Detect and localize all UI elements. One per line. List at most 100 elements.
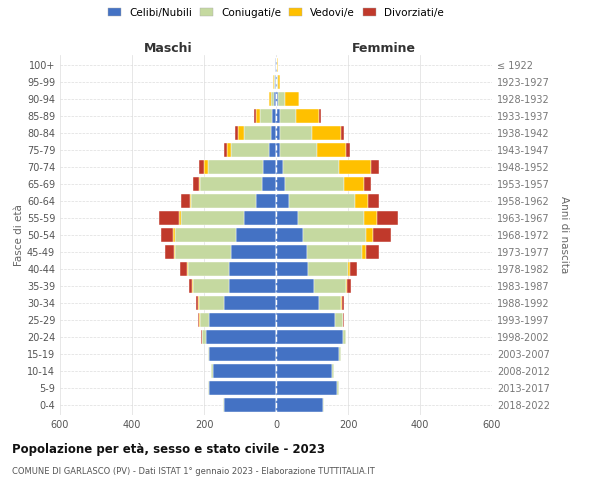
Bar [289, 194, 355, 208]
Bar [276, 347, 339, 360]
Bar [276, 160, 283, 174]
Bar [276, 330, 343, 344]
Bar [272, 110, 276, 123]
Bar [377, 211, 398, 225]
Bar [274, 76, 275, 89]
Bar [199, 313, 200, 326]
Bar [276, 194, 289, 208]
Bar [285, 92, 299, 106]
Bar [276, 398, 323, 411]
Bar [199, 178, 200, 191]
Bar [319, 110, 321, 123]
Bar [332, 364, 334, 378]
Bar [231, 144, 269, 157]
Bar [278, 76, 280, 89]
Bar [280, 144, 317, 157]
Bar [199, 160, 204, 174]
Bar [323, 398, 324, 411]
Bar [276, 126, 280, 140]
Bar [224, 398, 276, 411]
Bar [276, 110, 280, 123]
Bar [159, 211, 179, 225]
Text: Popolazione per età, sesso e stato civile - 2023: Popolazione per età, sesso e stato civil… [12, 442, 325, 456]
Bar [223, 398, 224, 411]
Bar [280, 126, 312, 140]
Bar [335, 313, 343, 326]
Bar [355, 194, 368, 208]
Bar [276, 228, 303, 242]
Bar [198, 313, 199, 326]
Bar [188, 262, 229, 276]
Bar [190, 194, 191, 208]
Bar [208, 381, 209, 394]
Bar [209, 313, 276, 326]
Bar [260, 110, 272, 123]
Bar [276, 381, 337, 394]
Bar [366, 245, 379, 259]
Bar [179, 262, 187, 276]
Bar [198, 296, 199, 310]
Bar [276, 76, 277, 89]
Bar [364, 211, 377, 225]
Bar [244, 126, 271, 140]
Bar [276, 245, 307, 259]
Bar [341, 126, 344, 140]
Bar [343, 313, 344, 326]
Bar [368, 194, 379, 208]
Bar [276, 364, 332, 378]
Bar [173, 228, 175, 242]
Bar [344, 178, 364, 191]
Bar [269, 92, 271, 106]
Bar [238, 126, 244, 140]
Bar [199, 296, 224, 310]
Bar [276, 92, 278, 106]
Bar [208, 160, 263, 174]
Bar [307, 245, 362, 259]
Bar [303, 228, 366, 242]
Bar [200, 313, 209, 326]
Bar [317, 144, 346, 157]
Bar [211, 364, 213, 378]
Bar [341, 296, 342, 310]
Bar [274, 92, 276, 106]
Bar [244, 211, 276, 225]
Bar [175, 245, 231, 259]
Bar [254, 110, 256, 123]
Bar [296, 110, 319, 123]
Bar [308, 262, 348, 276]
Bar [193, 178, 199, 191]
Bar [346, 279, 347, 292]
Bar [191, 194, 256, 208]
Bar [229, 279, 276, 292]
Bar [277, 76, 278, 89]
Bar [283, 160, 339, 174]
Bar [298, 211, 364, 225]
Bar [200, 178, 262, 191]
Bar [231, 245, 276, 259]
Bar [273, 76, 274, 89]
Bar [277, 58, 278, 72]
Bar [276, 279, 314, 292]
Text: Femmine: Femmine [352, 42, 416, 55]
Bar [165, 245, 174, 259]
Bar [269, 144, 276, 157]
Bar [319, 296, 341, 310]
Bar [181, 194, 190, 208]
Bar [196, 296, 198, 310]
Bar [224, 144, 227, 157]
Legend: Celibi/Nubili, Coniugati/e, Vedovi/e, Divorziati/e: Celibi/Nubili, Coniugati/e, Vedovi/e, Di… [108, 8, 444, 18]
Bar [342, 296, 344, 310]
Bar [227, 144, 231, 157]
Bar [276, 262, 308, 276]
Bar [187, 262, 188, 276]
Bar [362, 245, 366, 259]
Bar [339, 160, 371, 174]
Bar [350, 262, 357, 276]
Bar [236, 228, 276, 242]
Bar [188, 279, 192, 292]
Bar [371, 160, 379, 174]
Bar [256, 194, 276, 208]
Bar [276, 296, 319, 310]
Bar [346, 144, 350, 157]
Bar [276, 211, 298, 225]
